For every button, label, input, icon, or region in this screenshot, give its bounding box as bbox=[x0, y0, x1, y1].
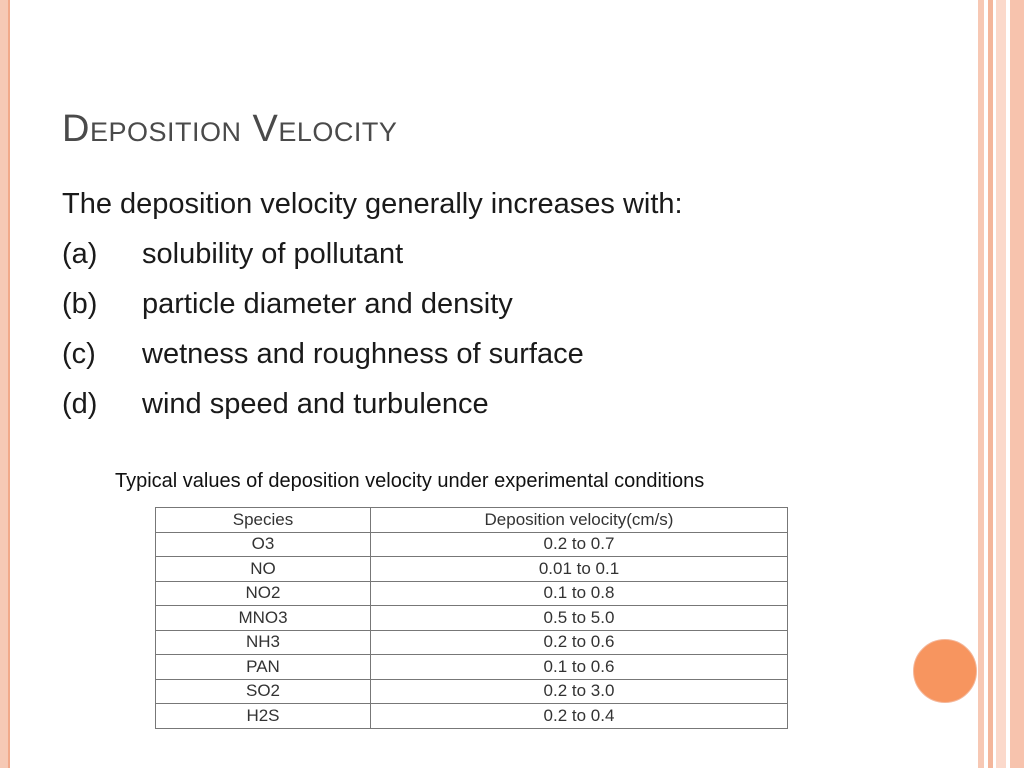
species-cell: O3 bbox=[155, 531, 371, 557]
velocity-cell: 0.2 to 0.4 bbox=[370, 703, 788, 729]
table-row: PAN 0.1 to 0.6 bbox=[155, 654, 788, 680]
species-cell: H2S bbox=[155, 703, 371, 729]
list-item-label: (c) bbox=[62, 338, 96, 370]
list-item-text: wind speed and turbulence bbox=[142, 388, 489, 420]
list-item-text: particle diameter and density bbox=[142, 288, 513, 320]
right-stripe-decoration bbox=[1010, 0, 1024, 768]
table-row: NO 0.01 to 0.1 bbox=[155, 556, 788, 582]
species-cell: NO2 bbox=[155, 580, 371, 606]
table-header-row: Species Deposition velocity(cm/s) bbox=[155, 507, 788, 533]
list-item: (a) solubility of pollutant bbox=[62, 238, 584, 288]
column-header-velocity: Deposition velocity(cm/s) bbox=[370, 507, 788, 533]
decorative-circle bbox=[913, 639, 977, 703]
list-item: (b) particle diameter and density bbox=[62, 288, 584, 338]
right-stripe-decoration bbox=[996, 0, 1006, 768]
right-stripe-decoration bbox=[978, 0, 984, 768]
velocity-cell: 0.2 to 0.7 bbox=[370, 531, 788, 557]
velocity-cell: 0.2 to 0.6 bbox=[370, 629, 788, 655]
column-header-species: Species bbox=[155, 507, 371, 533]
velocity-cell: 0.5 to 5.0 bbox=[370, 605, 788, 631]
list-item-label: (a) bbox=[62, 238, 98, 270]
species-cell: MNO3 bbox=[155, 605, 371, 631]
species-cell: SO2 bbox=[155, 678, 371, 704]
intro-text: The deposition velocity generally increa… bbox=[62, 188, 683, 220]
table-row: NO2 0.1 to 0.8 bbox=[155, 580, 788, 606]
deposition-table: Species Deposition velocity(cm/s) O3 0.2… bbox=[155, 507, 788, 729]
velocity-cell: 0.1 to 0.6 bbox=[370, 654, 788, 680]
species-cell: PAN bbox=[155, 654, 371, 680]
velocity-cell: 0.2 to 3.0 bbox=[370, 678, 788, 704]
species-cell: NH3 bbox=[155, 629, 371, 655]
species-cell: NO bbox=[155, 556, 371, 582]
list-item-label: (d) bbox=[62, 388, 98, 420]
velocity-cell: 0.1 to 0.8 bbox=[370, 580, 788, 606]
table-row: H2S 0.2 to 0.4 bbox=[155, 703, 788, 729]
table-row: SO2 0.2 to 3.0 bbox=[155, 678, 788, 704]
list-item-text: wetness and roughness of surface bbox=[142, 338, 584, 370]
list-item-label: (b) bbox=[62, 288, 98, 320]
velocity-cell: 0.01 to 0.1 bbox=[370, 556, 788, 582]
list-item: (c) wetness and roughness of surface bbox=[62, 338, 584, 388]
right-stripe-decoration bbox=[988, 0, 993, 768]
list-item-text: solubility of pollutant bbox=[142, 238, 404, 270]
left-border-decoration bbox=[0, 0, 10, 768]
table-caption: Typical values of deposition velocity un… bbox=[115, 470, 705, 492]
factor-list: (a) solubility of pollutant (b) particle… bbox=[62, 238, 584, 438]
table-row: NH3 0.2 to 0.6 bbox=[155, 629, 788, 655]
table-row: O3 0.2 to 0.7 bbox=[155, 531, 788, 557]
list-item: (d) wind speed and turbulence bbox=[62, 388, 584, 438]
slide-title: Deposition Velocity bbox=[62, 108, 398, 150]
table-row: MNO3 0.5 to 5.0 bbox=[155, 605, 788, 631]
